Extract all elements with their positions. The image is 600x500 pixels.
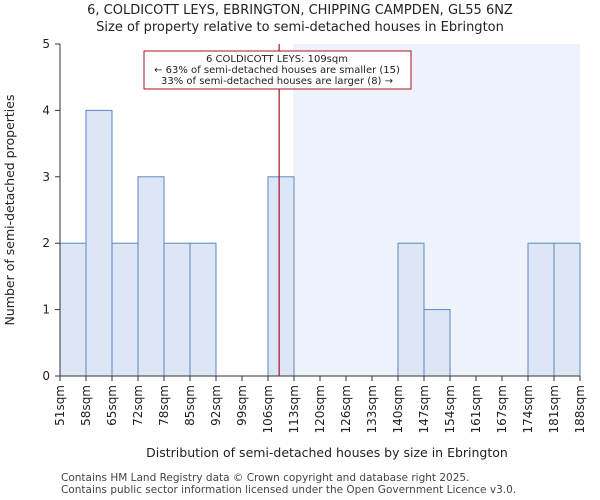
histogram-bar (189, 242, 217, 377)
annotation-title: 6 COLDICOTT LEYS: 109sqm (206, 54, 348, 65)
chart-title-address: 6, COLDICOTT LEYS, EBRINGTON, CHIPPING C… (87, 3, 513, 18)
histogram-bar (553, 242, 581, 377)
annotation-smaller: ← 63% of semi-detached houses are smalle… (154, 65, 400, 76)
y-axis-label: Number of semi-detached properties (2, 95, 17, 326)
y-tick-label: 2 (42, 236, 50, 250)
x-axis-label: Distribution of semi-detached houses by … (146, 445, 508, 460)
histogram-bar (163, 242, 191, 377)
x-tick-label: 161sqm (469, 385, 483, 433)
histogram-bar (85, 109, 113, 377)
histogram-bar (267, 176, 295, 377)
y-tick-label: 4 (42, 103, 50, 117)
x-tick-label: 113sqm (287, 385, 301, 433)
y-tick-label: 3 (42, 170, 50, 184)
x-tick-label: 154sqm (443, 385, 457, 433)
histogram-bar (397, 242, 425, 377)
histogram-bar (137, 176, 165, 377)
histogram-bar (111, 242, 139, 377)
x-tick-label: 133sqm (365, 385, 379, 433)
chart-subtitle: Size of property relative to semi-detach… (96, 20, 504, 35)
x-tick-label: 140sqm (391, 385, 405, 433)
x-tick-label: 126sqm (339, 385, 353, 433)
x-tick-label: 92sqm (209, 385, 223, 426)
annotation-larger: 33% of semi-detached houses are larger (… (161, 76, 393, 87)
x-tick-label: 174sqm (521, 385, 535, 433)
x-tick-label: 85sqm (183, 385, 197, 426)
x-tick-label: 181sqm (547, 385, 561, 433)
x-tick-label: 65sqm (105, 385, 119, 426)
y-tick-label: 1 (42, 303, 50, 317)
x-tick-label: 167sqm (495, 385, 509, 433)
x-tick-label: 72sqm (131, 385, 145, 426)
x-tick-label: 120sqm (313, 385, 327, 433)
x-tick-label: 99sqm (235, 385, 249, 426)
histogram-bar (59, 242, 87, 377)
x-tick-label: 147sqm (417, 385, 431, 433)
annotation-box (143, 50, 412, 90)
y-tick-label: 5 (42, 37, 50, 51)
x-tick-label: 188sqm (573, 385, 587, 433)
histogram-bar (527, 242, 555, 377)
histogram-bar (423, 309, 451, 377)
x-tick-label: 78sqm (157, 385, 171, 426)
footer-copyright: Contains HM Land Registry data © Crown c… (61, 472, 470, 484)
y-tick-label: 0 (42, 369, 50, 383)
footer-licence: Contains public sector information licen… (61, 484, 517, 496)
x-tick-label: 51sqm (53, 385, 67, 426)
x-tick-label: 106sqm (261, 385, 275, 433)
x-tick-label: 58sqm (79, 385, 93, 426)
